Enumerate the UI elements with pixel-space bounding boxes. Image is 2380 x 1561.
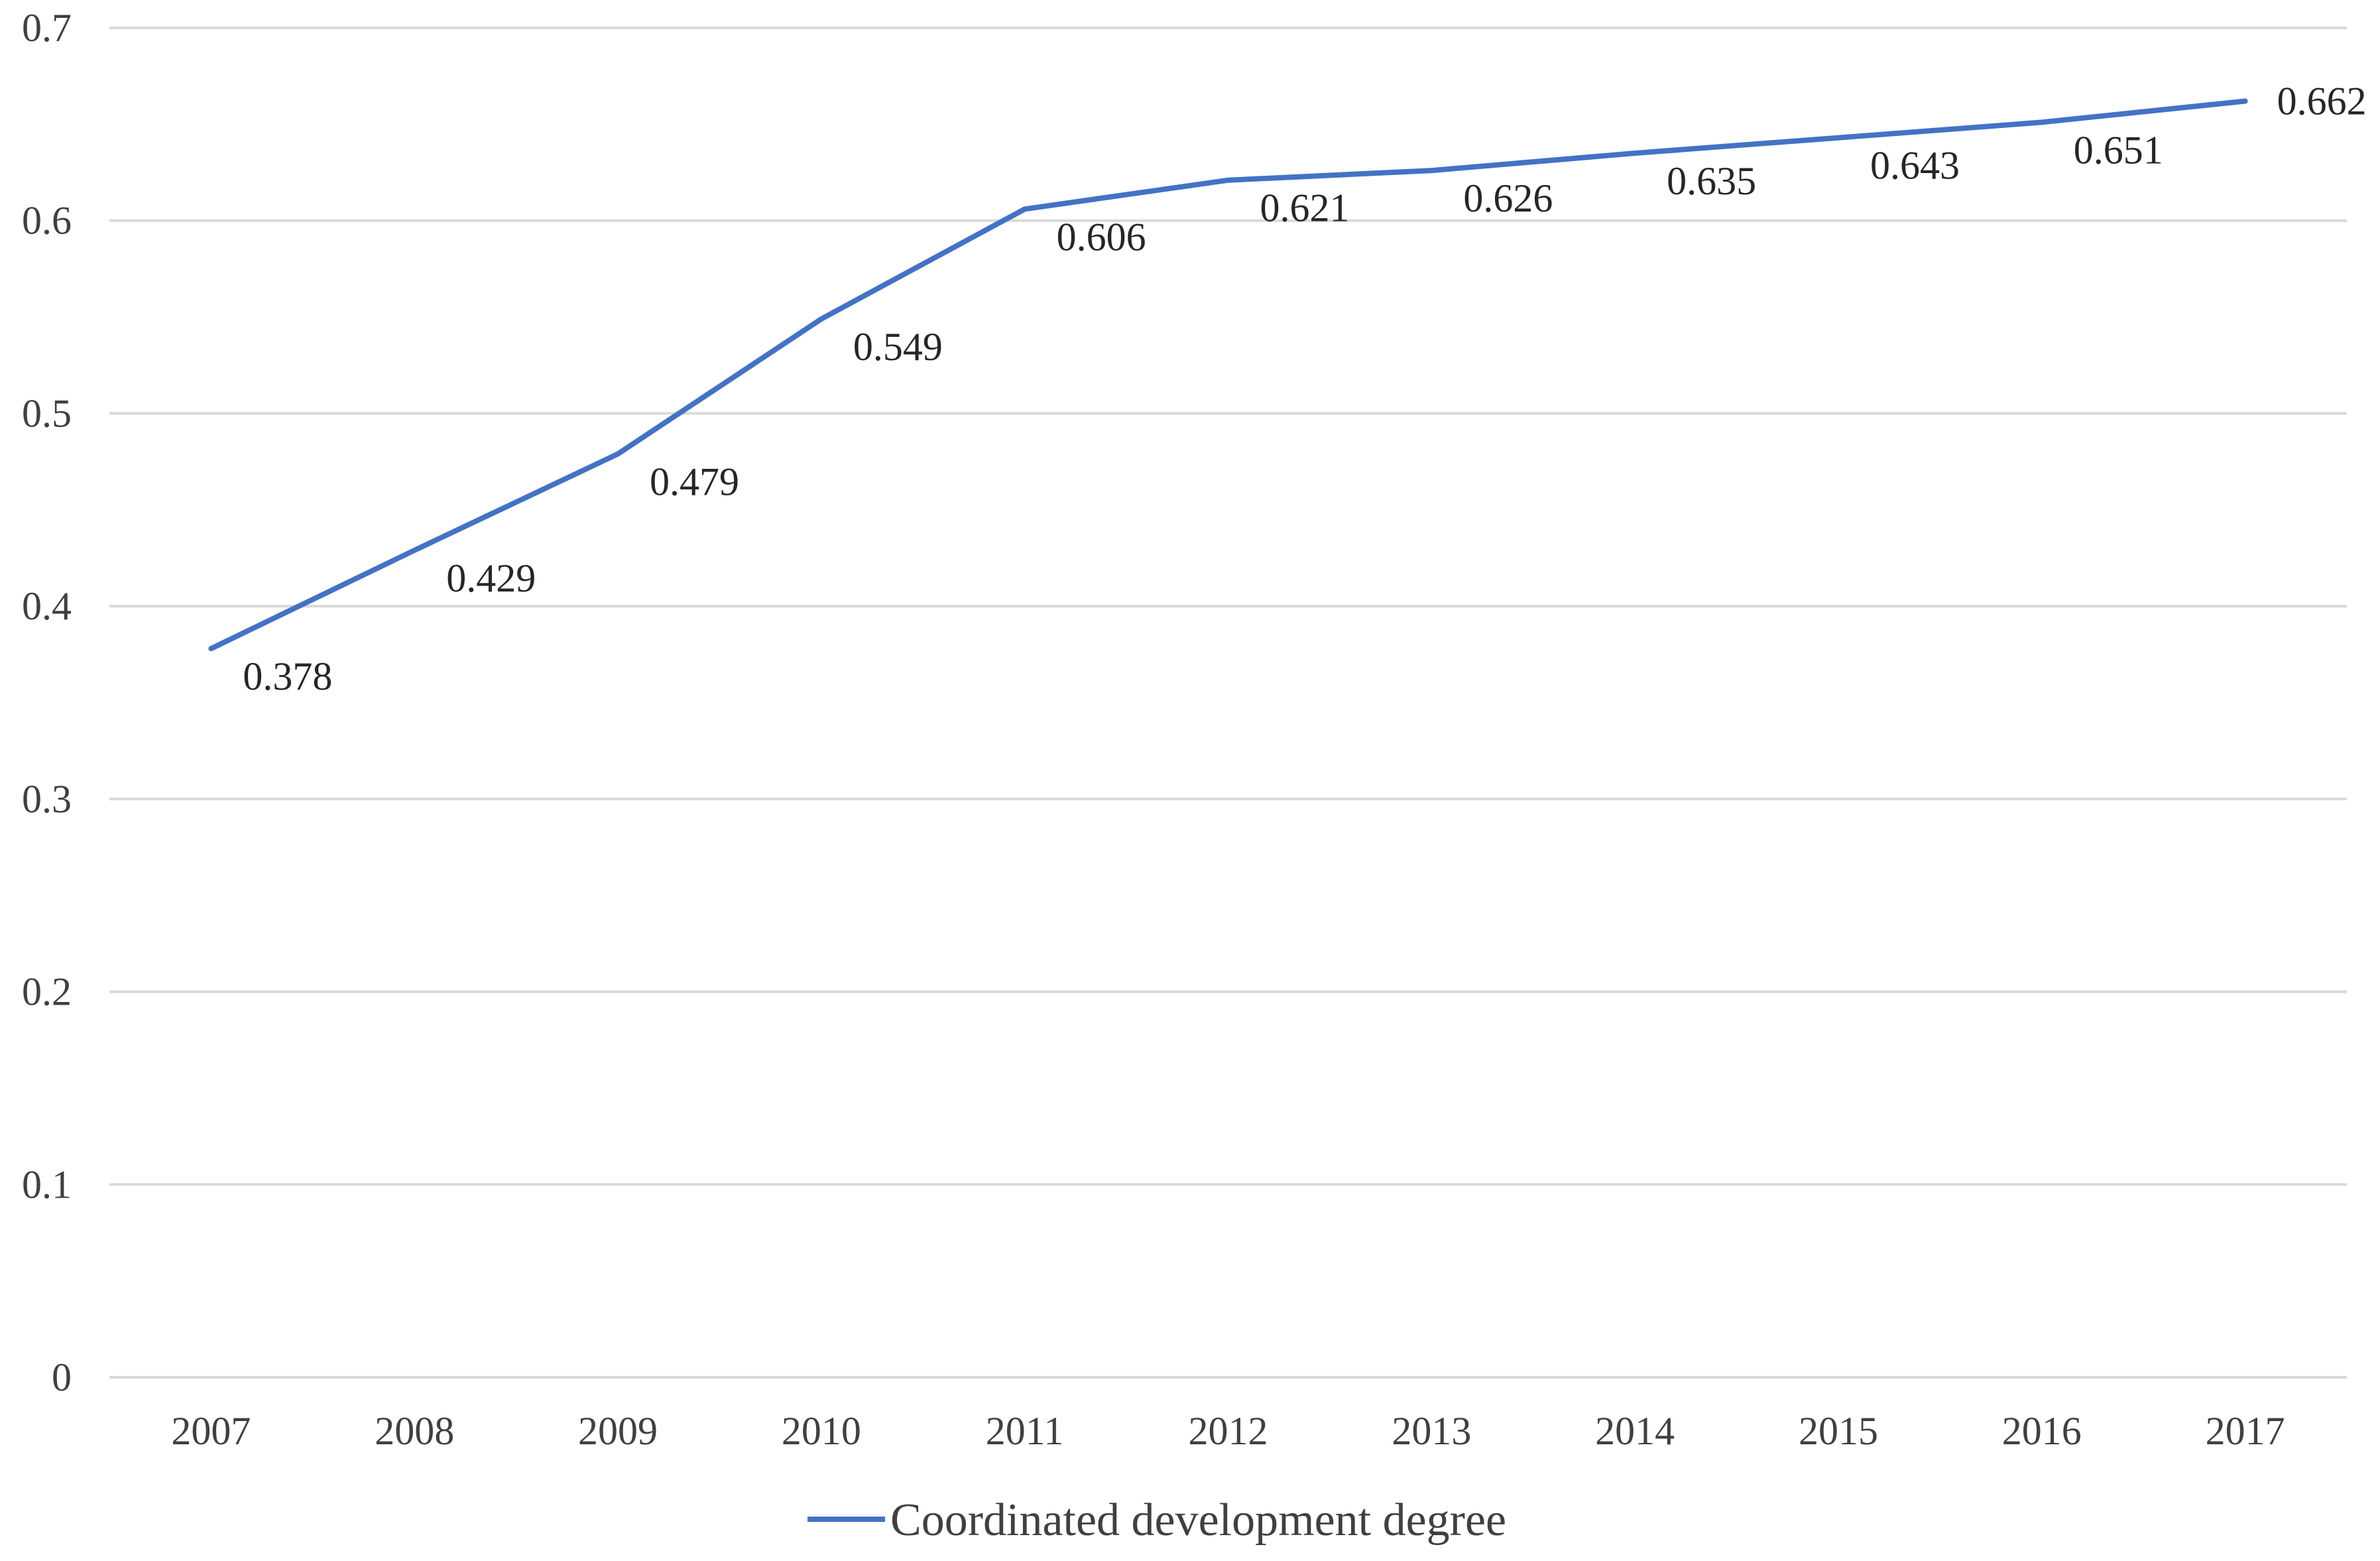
data-label-2008: 0.429 (446, 556, 536, 600)
x-tick-label-2009: 2009 (578, 1409, 658, 1453)
x-tick-label-2007: 2007 (171, 1409, 251, 1453)
data-label-2011: 0.606 (1057, 215, 1146, 259)
x-axis-tick-labels: 2007 2008 2009 2010 2011 2012 2013 2014 2015 2016… (171, 1409, 2285, 1453)
y-tick-label-0-6: 0.6 (22, 199, 72, 243)
x-tick-label-2015: 2015 (1799, 1409, 1878, 1453)
y-axis-tick-labels: 0 0.1 0.2 0.3 0.4 0.5 0.6 0.7 (22, 6, 72, 1399)
x-tick-label-2011: 2011 (986, 1409, 1064, 1453)
data-label-2013: 0.626 (1463, 176, 1553, 220)
y-tick-label-0-1: 0.1 (22, 1162, 72, 1206)
data-labels: 0.378 0.429 0.479 0.549 0.606 0.621 0.626 0.635… (243, 79, 2366, 698)
x-tick-label-2016: 2016 (2002, 1409, 2082, 1453)
data-label-2007: 0.378 (243, 655, 332, 698)
y-tick-label-0-2: 0.2 (22, 970, 72, 1014)
x-tick-label-2012: 2012 (1189, 1409, 1268, 1453)
series-lines (208, 98, 2248, 652)
data-label-2017: 0.662 (2277, 79, 2367, 123)
x-tick-label-2017: 2017 (2206, 1409, 2285, 1453)
y-tick-label-0-5: 0.5 (22, 391, 72, 435)
x-tick-label-2010: 2010 (782, 1409, 861, 1453)
data-label-2014: 0.635 (1667, 159, 1756, 203)
y-tick-label-0-3: 0.3 (22, 777, 72, 821)
data-label-2015: 0.643 (1870, 144, 1960, 188)
x-tick-label-2013: 2013 (1392, 1409, 1471, 1453)
x-tick-label-2014: 2014 (1595, 1409, 1675, 1453)
series-line-coordinated-development-degree (208, 98, 2248, 652)
data-label-2016: 0.651 (2074, 128, 2163, 172)
legend: Coordinated development degree (807, 1495, 1506, 1546)
legend-label-coordinated-development-degree: Coordinated development degree (890, 1495, 1506, 1546)
y-tick-label-0-4: 0.4 (22, 584, 72, 628)
gridlines (109, 27, 2347, 1379)
data-label-2009: 0.479 (650, 460, 739, 503)
y-tick-label-0-7: 0.7 (22, 6, 72, 50)
y-tick-label-0: 0 (52, 1355, 72, 1399)
data-label-2012: 0.621 (1260, 186, 1350, 230)
x-tick-label-2008: 2008 (375, 1409, 454, 1453)
data-label-2010: 0.549 (853, 325, 943, 369)
